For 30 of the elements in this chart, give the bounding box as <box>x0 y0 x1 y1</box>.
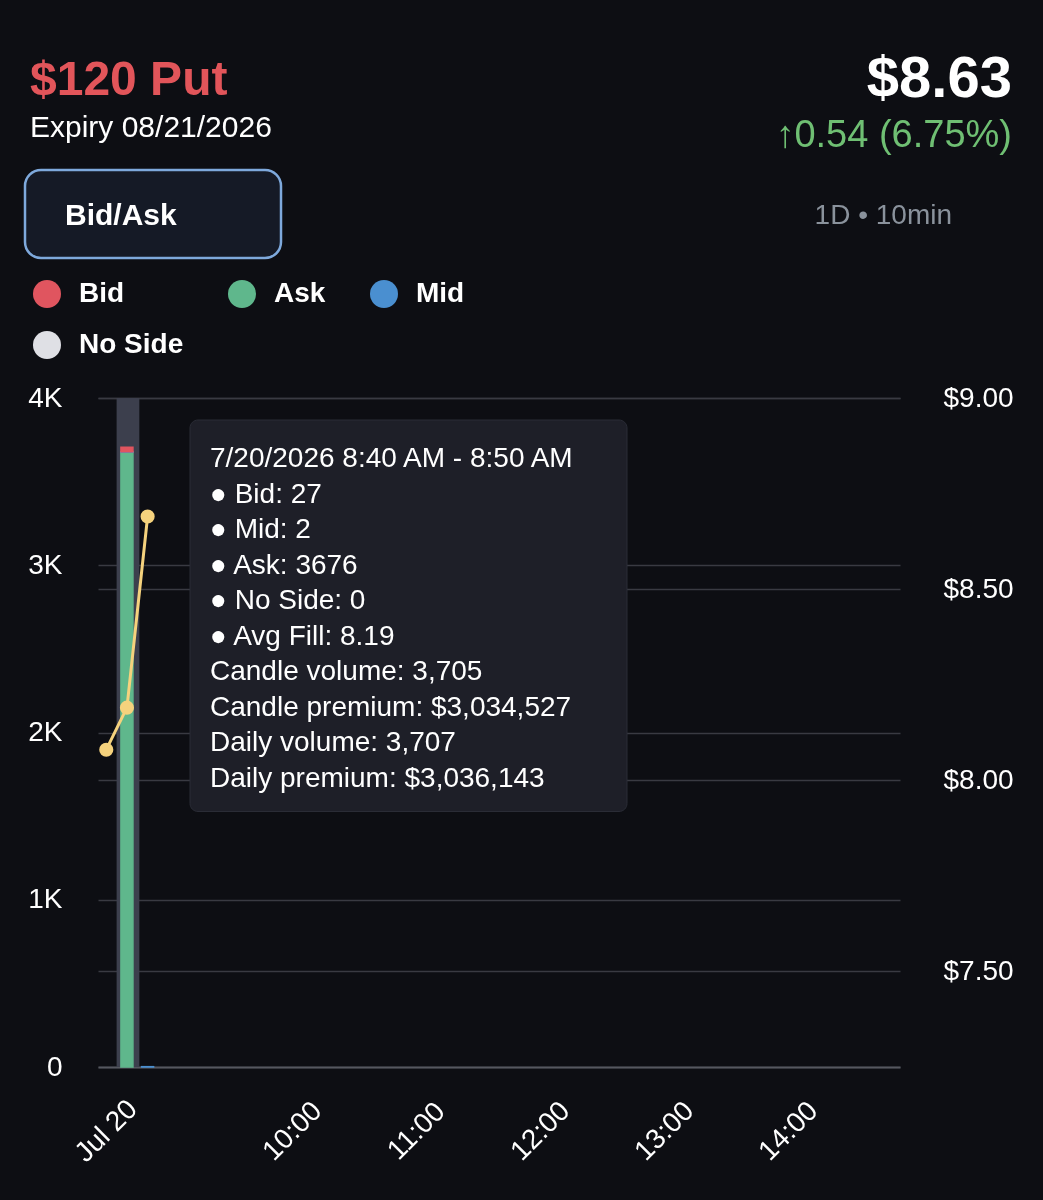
y-tick-label: 0 <box>46 1050 63 1082</box>
text: ↑0.54 (6.75%) <box>775 113 1012 155</box>
y2-tick-label: $8.50 <box>943 572 1014 604</box>
annotation: ● Avg Fill: 8.19 <box>210 619 395 651</box>
text: $8.63 <box>866 44 1012 109</box>
annotation: 7/20/2026 8:40 AM - 8:50 AM <box>210 442 573 473</box>
legend-label: No Side <box>79 328 184 359</box>
annotation: ● Ask: 3676 <box>210 548 358 580</box>
x-tick-label: Jul 20 <box>68 1093 144 1168</box>
annotation: Daily premium: $3,036,143 <box>210 761 545 793</box>
y-tick-label: 3K <box>28 548 63 580</box>
y-tick-label: 4K <box>28 381 63 413</box>
chart-title: $120 Put <box>30 52 228 105</box>
legend-label: Ask <box>274 277 326 308</box>
annotation: Candle volume: 3,705 <box>210 655 483 686</box>
y2-tick-label: $7.50 <box>943 954 1014 986</box>
text: 1D • 10min <box>814 199 952 230</box>
annotation: ● No Side: 0 <box>210 584 366 615</box>
legend-label: Mid <box>416 277 465 308</box>
annotation: Daily volume: 3,707 <box>210 726 456 757</box>
chart-subtitle: Expiry 08/21/2026 <box>30 110 272 143</box>
legend-label: Bid <box>79 277 125 308</box>
y2-tick-label: $8.00 <box>943 763 1014 795</box>
y2-tick-label: $9.00 <box>943 381 1014 413</box>
y-tick-label: 2K <box>28 716 63 747</box>
annotation: ● Bid: 27 <box>210 477 322 509</box>
annotation: Candle premium: $3,034,527 <box>210 690 572 722</box>
y-tick-label: 1K <box>28 883 63 915</box>
text: Bid/Ask <box>65 198 178 231</box>
annotation: ● Mid: 2 <box>210 513 311 544</box>
